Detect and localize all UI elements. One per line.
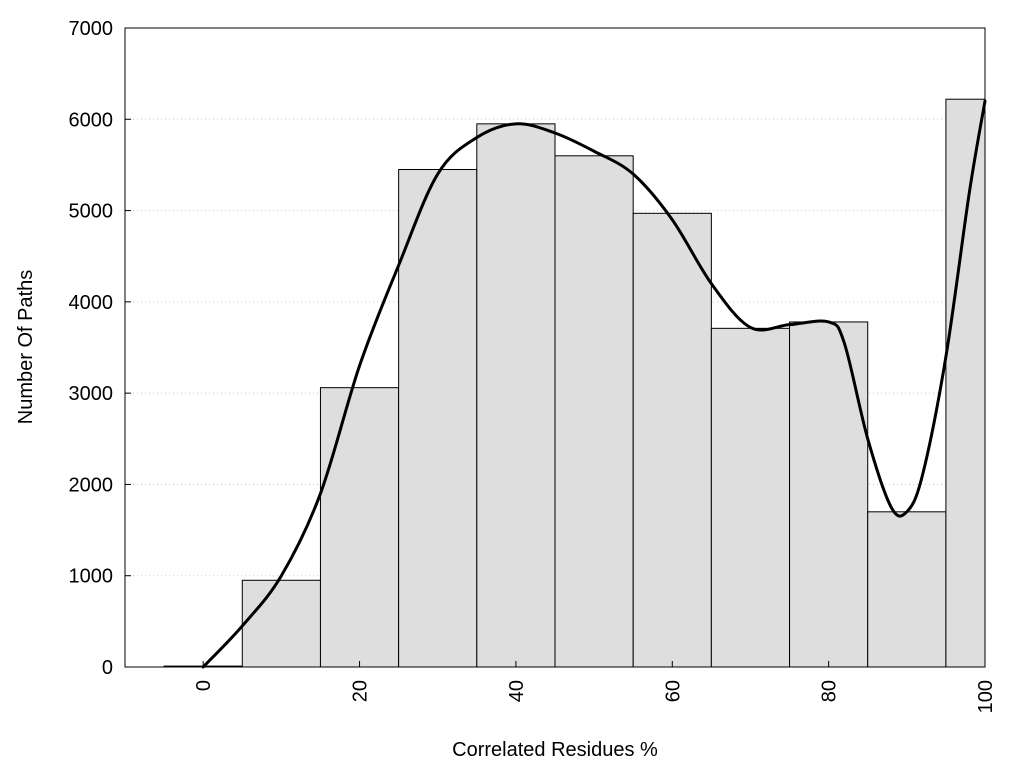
y-tick-label: 3000	[69, 383, 114, 405]
frame-layer	[124, 27, 986, 668]
y-axis-ticks: 0 1000 2000 3000 4000 5000 6000 7000	[69, 18, 131, 679]
histogram-bar	[319, 387, 400, 668]
y-tick-label: 2000	[69, 474, 114, 496]
histogram-bar	[710, 327, 791, 668]
x-tick-label: 0	[193, 680, 215, 691]
x-tick-label: 20	[350, 680, 372, 702]
histogram-bar	[867, 511, 947, 668]
y-axis-title: Number Of Paths	[15, 270, 37, 425]
histogram-bar	[554, 155, 634, 668]
histogram-bar	[241, 579, 321, 668]
x-axis-ticks: 0 20 40 60 80 100	[193, 661, 997, 713]
curve-layer	[201, 99, 987, 669]
y-tick-label: 4000	[69, 292, 114, 314]
histogram-bar	[945, 98, 986, 668]
trend-curve	[201, 99, 987, 669]
y-tick-label: 6000	[69, 109, 114, 131]
histogram-bar	[476, 123, 556, 668]
x-tick-label: 100	[975, 680, 997, 713]
histogram-bar	[632, 212, 712, 668]
histogram-bar	[789, 321, 869, 668]
x-axis-title: Correlated Residues %	[452, 739, 658, 761]
histogram-bar	[398, 168, 478, 668]
plot-frame	[124, 27, 986, 668]
bar-layer	[163, 98, 986, 668]
x-tick-label: 40	[506, 680, 528, 702]
y-tick-label: 5000	[69, 201, 114, 223]
y-tick-label: 7000	[69, 18, 114, 40]
x-tick-label: 80	[819, 680, 841, 702]
y-tick-label: 0	[102, 657, 113, 679]
x-tick-label: 60	[662, 680, 684, 702]
y-tick-label: 1000	[69, 566, 114, 588]
